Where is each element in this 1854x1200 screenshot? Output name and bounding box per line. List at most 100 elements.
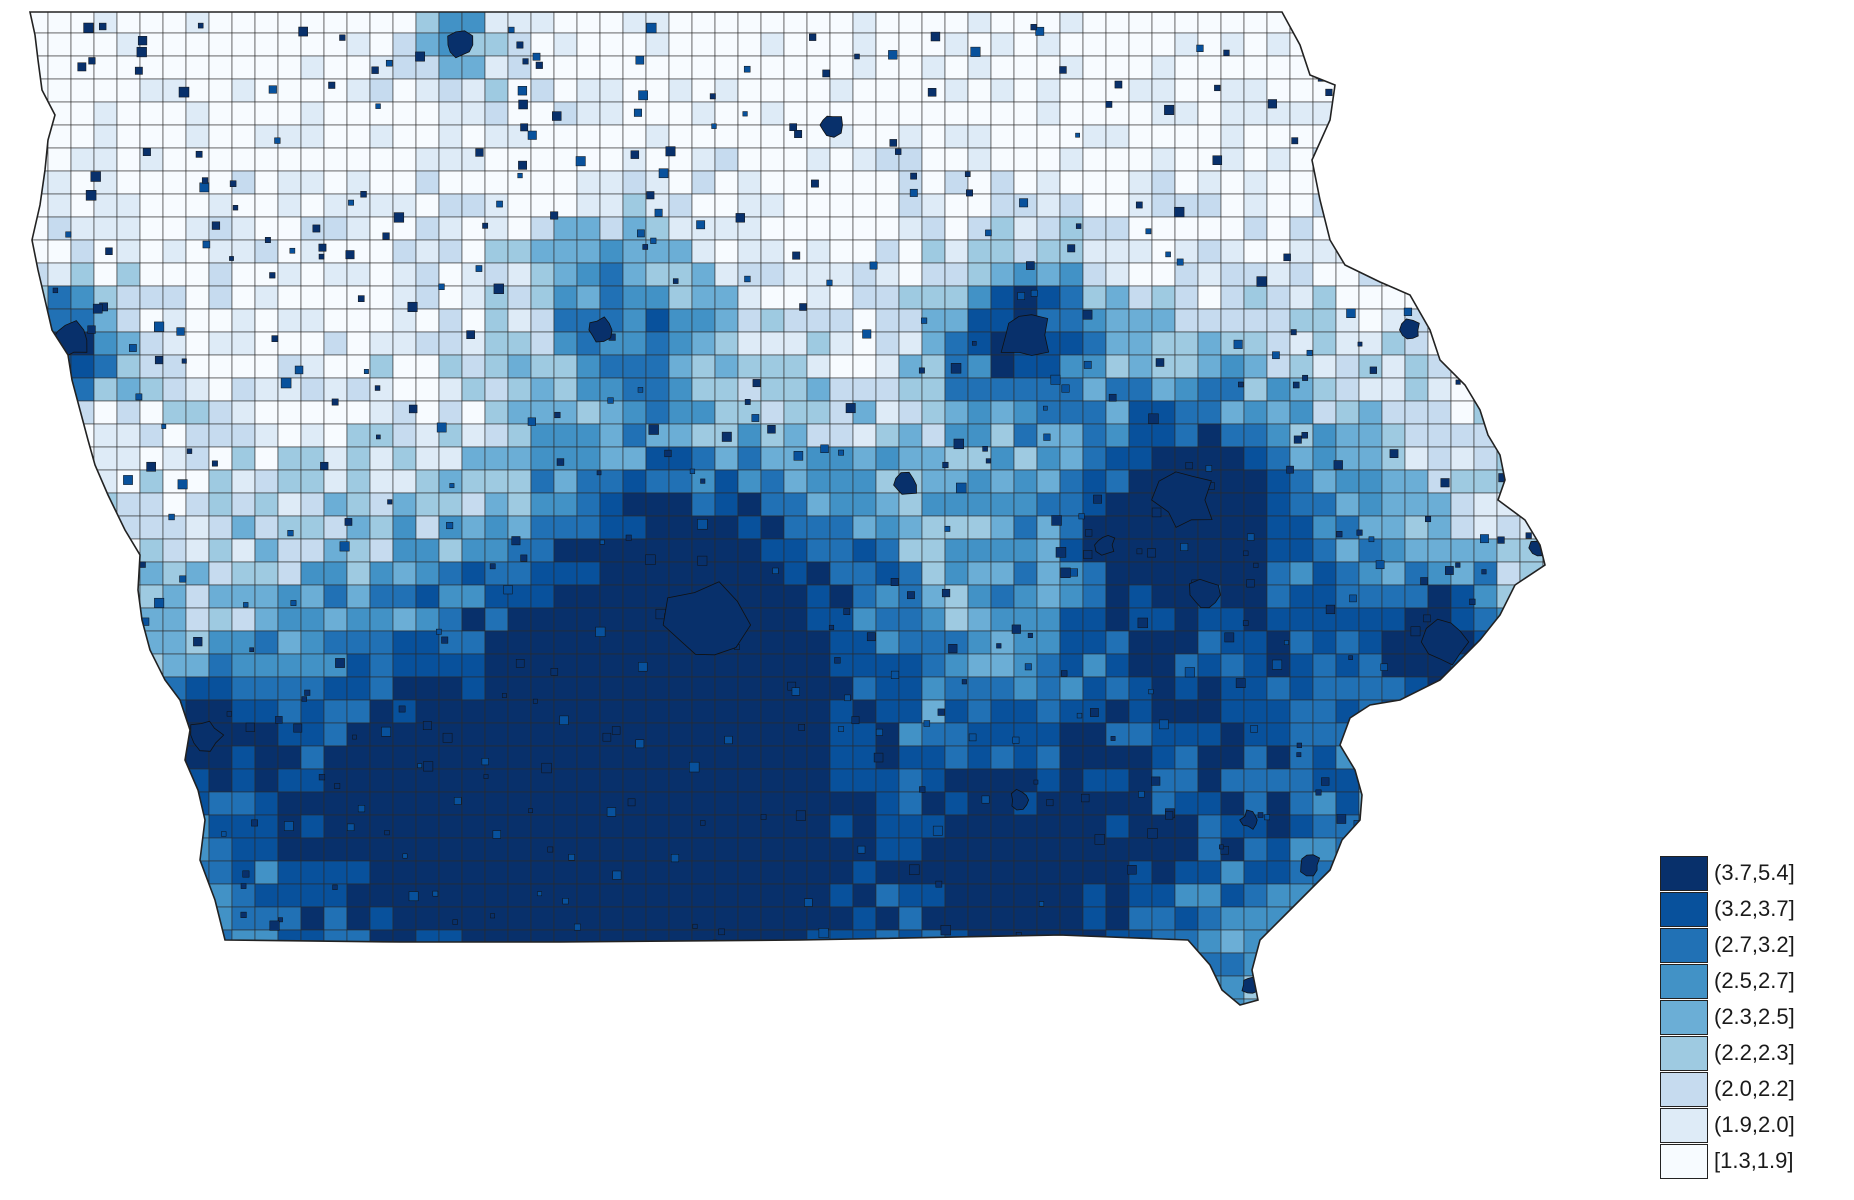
township-tile bbox=[990, 814, 1015, 839]
township-tile bbox=[392, 791, 417, 816]
township-tile bbox=[139, 768, 164, 793]
township-tile bbox=[760, 492, 785, 517]
township-tile bbox=[1450, 676, 1475, 701]
township-tile bbox=[1335, 32, 1360, 57]
town-patch bbox=[249, 647, 254, 653]
township-tile bbox=[70, 676, 95, 701]
township-tile bbox=[185, 676, 210, 701]
township-tile bbox=[139, 630, 164, 655]
township-tile bbox=[760, 308, 785, 333]
township-tile bbox=[484, 998, 509, 1005]
town-patch bbox=[1145, 228, 1152, 235]
township-tile bbox=[1036, 55, 1061, 80]
township-tile bbox=[47, 722, 72, 747]
township-tile bbox=[1151, 55, 1176, 80]
township-tile bbox=[806, 607, 831, 632]
township-tile bbox=[1151, 837, 1176, 862]
township-tile bbox=[369, 837, 394, 862]
legend-item: (3.2,3.7] bbox=[1660, 891, 1850, 927]
township-tile bbox=[875, 377, 900, 402]
township-tile bbox=[806, 492, 831, 517]
town-patch bbox=[1148, 689, 1154, 695]
township-tile bbox=[553, 354, 578, 379]
township-tile bbox=[875, 676, 900, 701]
township-tile bbox=[1427, 147, 1452, 172]
township-tile bbox=[1519, 883, 1544, 908]
town-patch bbox=[895, 148, 902, 155]
township-tile bbox=[1473, 354, 1498, 379]
township-tile bbox=[1427, 883, 1452, 908]
township-tile bbox=[438, 676, 463, 701]
township-tile bbox=[1289, 929, 1314, 954]
township-tile bbox=[116, 837, 141, 862]
township-tile bbox=[530, 998, 555, 1005]
town-patch bbox=[844, 694, 851, 702]
township-tile bbox=[1450, 837, 1475, 862]
town-patch bbox=[1011, 624, 1021, 634]
township-tile bbox=[530, 239, 555, 264]
township-tile bbox=[1151, 331, 1176, 356]
township-tile bbox=[553, 561, 578, 586]
town-patch bbox=[1224, 632, 1235, 643]
township-tile bbox=[438, 538, 463, 563]
township-tile bbox=[93, 975, 118, 1000]
town-patch bbox=[910, 172, 917, 180]
township-tile bbox=[1450, 722, 1475, 747]
town-patch bbox=[1043, 433, 1051, 441]
township-tile bbox=[1473, 32, 1498, 57]
township-tile bbox=[185, 331, 210, 356]
township-tile bbox=[783, 975, 808, 1000]
township-tile bbox=[1151, 860, 1176, 885]
township-tile bbox=[47, 745, 72, 770]
township-tile bbox=[254, 745, 279, 770]
township-tile bbox=[714, 147, 739, 172]
township-tile bbox=[530, 561, 555, 586]
township-tile bbox=[944, 308, 969, 333]
township-tile bbox=[576, 400, 601, 425]
township-tile bbox=[944, 446, 969, 471]
township-tile bbox=[300, 32, 325, 57]
township-tile bbox=[346, 883, 371, 908]
town-patch bbox=[245, 722, 255, 732]
town-patch bbox=[1336, 814, 1347, 824]
township-tile bbox=[346, 998, 371, 1005]
township-tile bbox=[438, 101, 463, 126]
town-patch bbox=[323, 951, 334, 961]
township-tile bbox=[231, 55, 256, 80]
township-tile bbox=[461, 492, 486, 517]
town-patch bbox=[528, 808, 533, 813]
township-tile bbox=[576, 745, 601, 770]
town-patch bbox=[1246, 579, 1255, 588]
township-tile bbox=[1082, 768, 1107, 793]
township-tile bbox=[47, 561, 72, 586]
township-tile bbox=[668, 745, 693, 770]
township-tile bbox=[576, 193, 601, 218]
township-tile bbox=[116, 262, 141, 287]
township-tile bbox=[162, 814, 187, 839]
township-tile bbox=[139, 469, 164, 494]
township-tile bbox=[1174, 699, 1199, 724]
township-tile bbox=[806, 78, 831, 103]
town-patch bbox=[139, 561, 146, 568]
township-tile bbox=[714, 906, 739, 931]
town-patch bbox=[956, 482, 967, 494]
township-tile bbox=[185, 515, 210, 540]
township-tile bbox=[1220, 814, 1245, 839]
township-tile bbox=[1082, 147, 1107, 172]
township-tile bbox=[93, 653, 118, 678]
legend-swatch bbox=[1660, 927, 1708, 963]
township-tile bbox=[967, 193, 992, 218]
township-tile bbox=[369, 860, 394, 885]
township-tile bbox=[1243, 446, 1268, 471]
town-patch bbox=[483, 774, 489, 779]
township-tile bbox=[300, 262, 325, 287]
township-tile bbox=[277, 147, 302, 172]
township-tile bbox=[1082, 975, 1107, 1000]
township-tile bbox=[599, 492, 624, 517]
township-tile bbox=[208, 170, 233, 195]
township-tile bbox=[1519, 170, 1544, 195]
township-tile bbox=[93, 331, 118, 356]
township-tile bbox=[852, 745, 877, 770]
township-tile bbox=[645, 308, 670, 333]
township-tile bbox=[1243, 354, 1268, 379]
